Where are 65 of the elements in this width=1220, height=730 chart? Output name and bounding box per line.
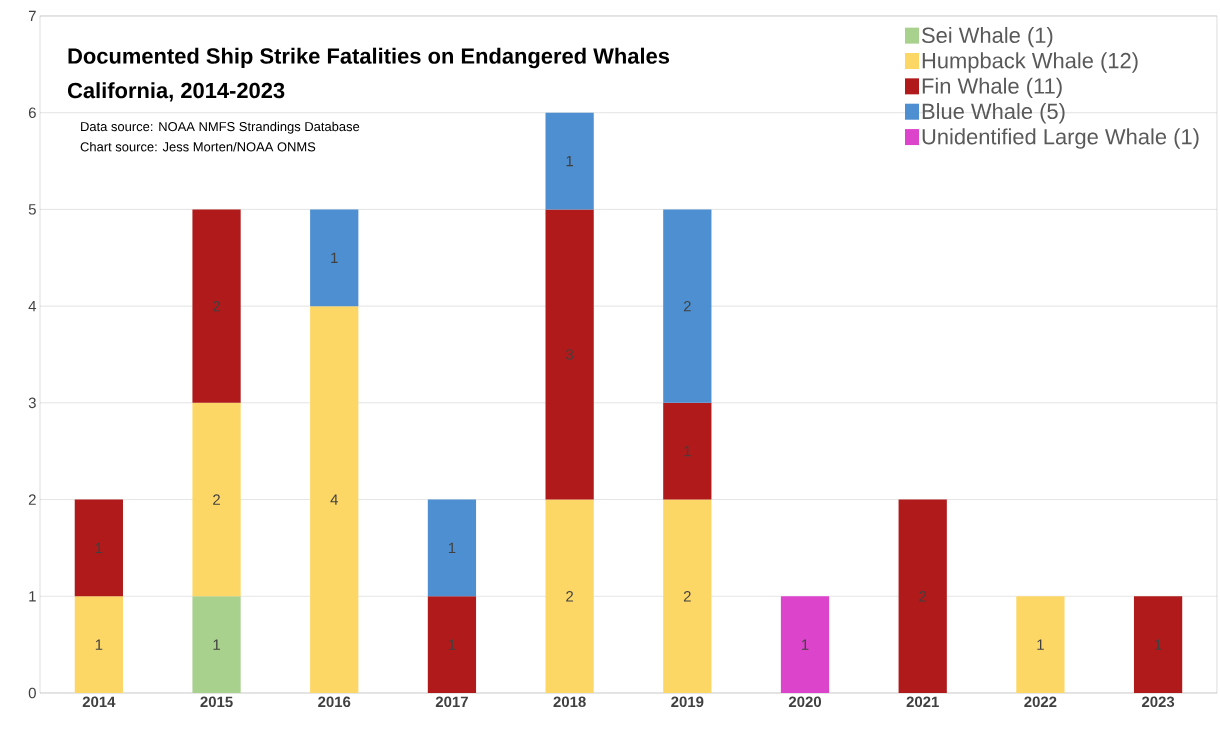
bar	[545, 112, 594, 210]
data-label: 1	[1037, 639, 1044, 650]
text: Documented Ship Strike Fatalities on Endangered Whales	[68, 47, 670, 69]
x-tick-label: 2023	[1141, 696, 1175, 708]
data-label: 2	[683, 300, 691, 312]
data-label: 2	[213, 494, 220, 505]
y-tick-label: 4	[28, 300, 37, 312]
annotation: Data source: NOAA NMFS Strandings Database	[81, 121, 360, 134]
bar	[427, 499, 477, 597]
bar	[192, 209, 241, 403]
bar	[74, 499, 123, 597]
x-tick-label: 2022	[1024, 696, 1057, 708]
data-label: 1	[448, 542, 456, 554]
bar	[663, 402, 712, 500]
bar	[310, 209, 359, 307]
x-tick-label: 2015	[200, 696, 233, 708]
y-tick-label: 6	[28, 107, 36, 118]
data-label: 1	[684, 446, 691, 457]
x-tick-label: 2020	[788, 696, 821, 708]
bar	[663, 499, 712, 693]
bar	[663, 209, 712, 403]
legend-label: Humpback Whale (12)	[922, 52, 1138, 73]
bar	[74, 596, 123, 693]
x-tick-label: 2016	[318, 696, 351, 708]
data-label: 1	[213, 639, 220, 650]
bar	[780, 596, 830, 693]
bar	[1133, 596, 1183, 693]
annotation: Chart source: Jess Morten/NOAA ONMS	[80, 141, 316, 152]
data-label: 1	[566, 155, 574, 167]
data-label: 1	[331, 252, 338, 263]
text: California, 2014-2023	[67, 82, 285, 102]
bar	[545, 209, 594, 500]
x-tick-label: 2021	[906, 696, 939, 708]
bar	[310, 306, 359, 693]
data-label: 1	[95, 639, 103, 650]
x-tick-label: 2017	[435, 696, 468, 708]
bar	[427, 596, 477, 693]
bar	[192, 402, 241, 597]
legend-label: Fin Whale (11)	[922, 77, 1062, 99]
x-tick-label: 2019	[671, 696, 704, 708]
data-label: 2	[919, 591, 927, 602]
legend-label: Sei Whale (1)	[922, 26, 1053, 48]
data-label: 4	[330, 494, 338, 505]
y-tick-label: 5	[28, 204, 36, 215]
data-label: 1	[802, 639, 809, 650]
y-tick-label: 2	[28, 494, 36, 505]
data-label: 2	[213, 300, 220, 312]
legend-label: Blue Whale (5)	[922, 103, 1065, 124]
data-label: 2	[566, 591, 574, 602]
legend-label: Unidentified Large Whale (1)	[922, 128, 1199, 149]
y-tick-label: 3	[28, 397, 36, 409]
x-tick-label: 2018	[553, 696, 586, 708]
x-tick-label: 2014	[82, 696, 116, 708]
bar	[545, 499, 594, 693]
y-tick-label: 7	[28, 10, 36, 22]
data-label: 1	[95, 542, 103, 554]
bar	[1016, 596, 1065, 693]
bar	[192, 596, 241, 693]
data-label: 2	[683, 591, 691, 602]
data-label: 1	[448, 639, 456, 650]
data-label: 3	[566, 349, 574, 360]
y-tick-label: 0	[28, 687, 36, 699]
y-tick-label: 1	[29, 591, 36, 602]
bar	[898, 499, 947, 693]
data-label: 1	[1155, 639, 1162, 650]
